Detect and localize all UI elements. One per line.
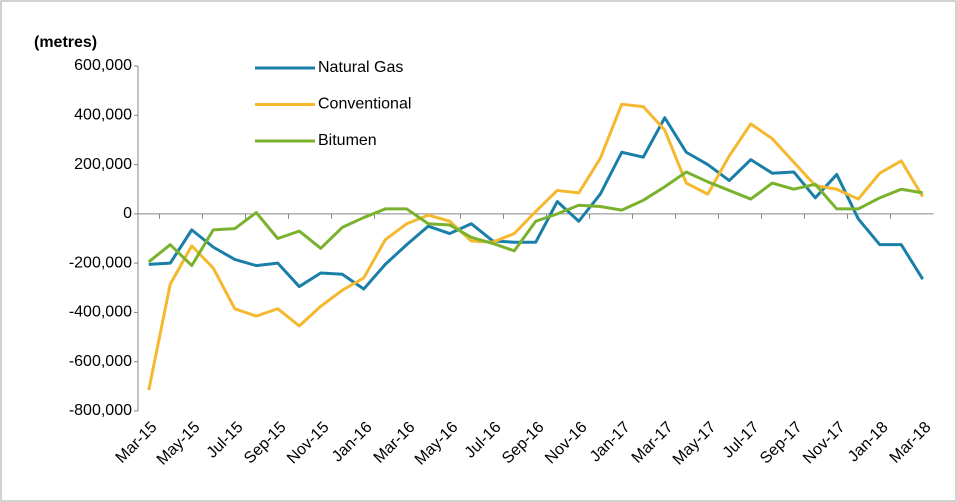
y-tick-label: -200,000: [69, 254, 132, 271]
legend-label: Bitumen: [318, 132, 377, 149]
y-tick-label: 400,000: [74, 107, 132, 124]
y-tick-label: -800,000: [69, 402, 132, 419]
y-axis-label: (metres): [34, 34, 97, 51]
y-tick-label: 600,000: [74, 57, 132, 74]
y-tick-label: 0: [123, 205, 132, 222]
y-tick-label: -600,000: [69, 353, 132, 370]
legend-label: Conventional: [318, 96, 411, 113]
series-line: [148, 116, 925, 291]
y-tick-label: -400,000: [69, 304, 132, 321]
legend-label: Natural Gas: [318, 59, 403, 76]
series-line: [147, 102, 925, 391]
y-tick-label: 200,000: [74, 156, 132, 173]
series-line: [147, 170, 924, 268]
